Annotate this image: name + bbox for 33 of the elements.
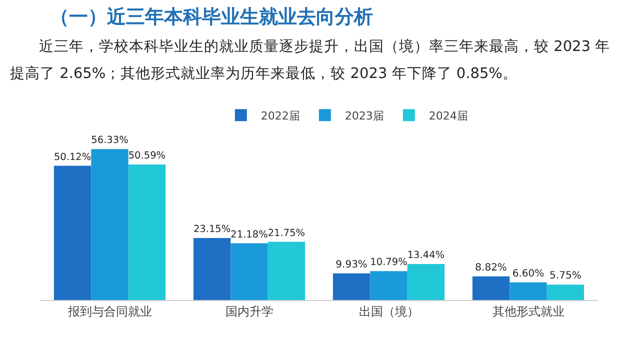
data-label: 50.59% — [128, 150, 166, 162]
x-tick-label: 出国（境） — [358, 304, 419, 318]
bar — [230, 243, 268, 300]
data-label: 9.93% — [336, 259, 368, 270]
bar — [546, 284, 584, 300]
data-label: 56.33% — [91, 135, 128, 146]
bar — [370, 271, 408, 300]
bar — [472, 276, 510, 300]
bar — [91, 149, 128, 300]
data-label: 6.60% — [512, 268, 544, 280]
data-label: 21.75% — [268, 228, 306, 239]
chart-title: （一）近三年本科毕业生就业去向分析 — [50, 5, 374, 30]
x-tick-label: 其他形式就业 — [492, 304, 564, 318]
legend-label: 2022届 — [260, 109, 300, 122]
data-label: 13.44% — [407, 250, 445, 262]
bar — [407, 264, 445, 300]
legend-label: 2023届 — [344, 109, 384, 122]
data-label: 21.18% — [230, 229, 268, 240]
data-label: 5.75% — [550, 270, 582, 282]
data-label: 10.79% — [370, 257, 408, 268]
legend-label: 2024届 — [428, 109, 468, 122]
bar — [54, 166, 92, 300]
chart-subtitle: 近三年，学校本科毕业生的就业质量逐步提升，出国（境）率三年来最高，较 2023 年提高了 2.65%；其他形式就业率为历年来最低，较 2023 年下降了 0.85%。 — [10, 38, 612, 84]
x-tick-label: 国内升学 — [225, 304, 274, 318]
bar — [193, 238, 231, 300]
x-tick-label: 报到与合同就业 — [66, 304, 152, 318]
bar — [268, 242, 306, 300]
bar — [510, 282, 547, 300]
data-label: 8.82% — [475, 262, 507, 274]
data-label: 50.12% — [54, 152, 92, 163]
bar — [128, 164, 166, 300]
bar — [332, 273, 370, 300]
data-label: 23.15% — [193, 224, 231, 236]
